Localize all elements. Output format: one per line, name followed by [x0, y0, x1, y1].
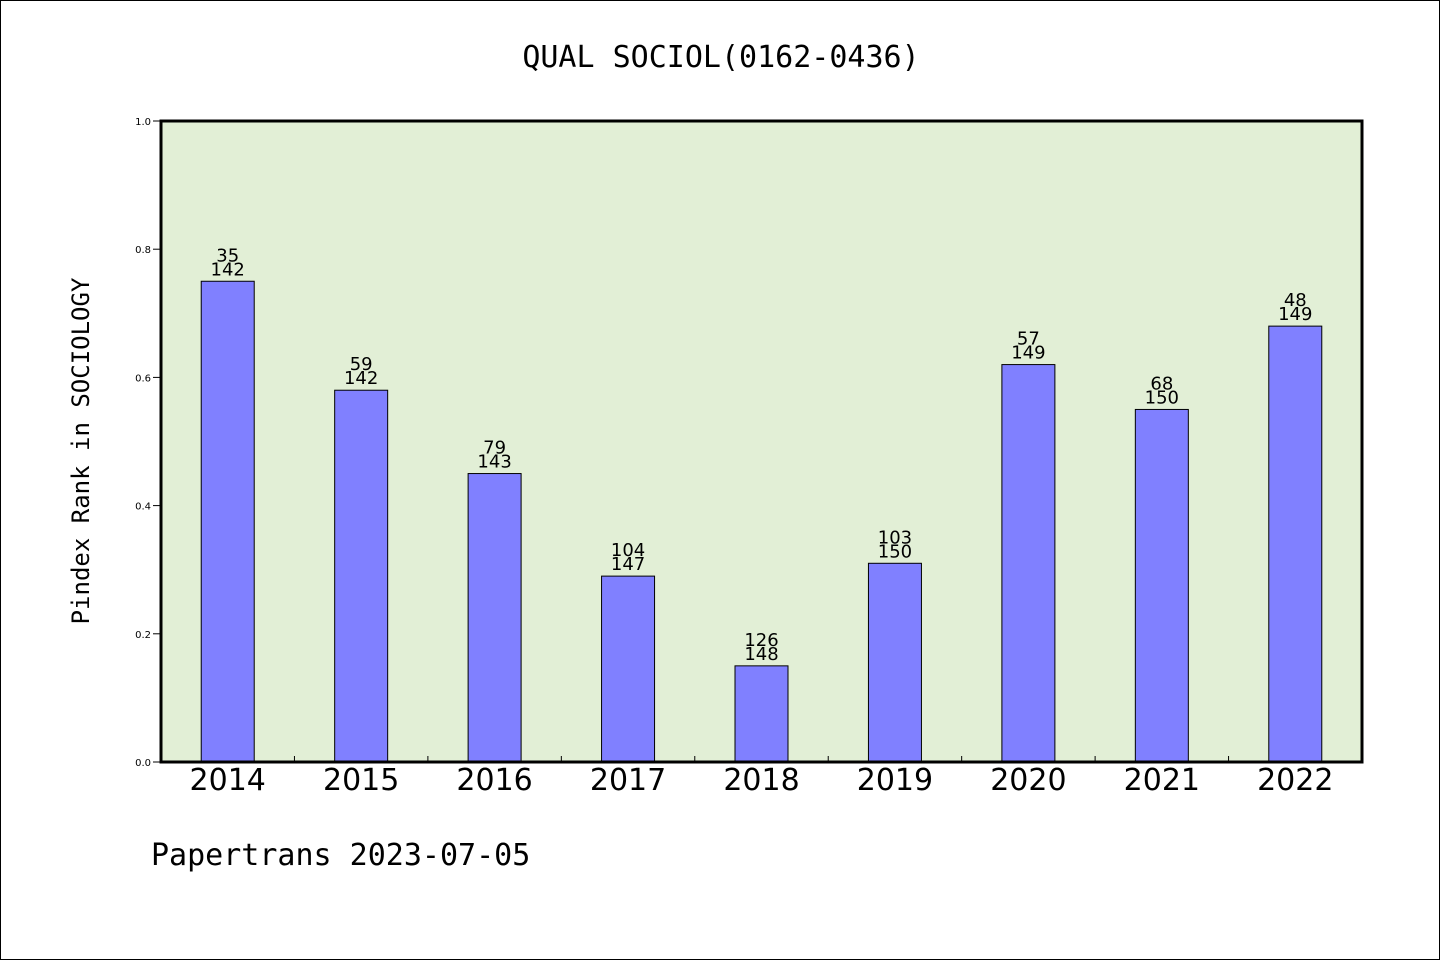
- footer-text: Papertrans 2023-07-05: [151, 838, 530, 873]
- x-tick-label-2019: 2019: [857, 763, 933, 798]
- bar-label-top-2021: 68: [1150, 373, 1173, 394]
- y-axis: 0.0 0.2 0.4 0.6 0.8 1.0: [135, 117, 161, 769]
- x-tick-label-2015: 2015: [323, 763, 399, 798]
- y-tick-label: 0.0: [135, 758, 151, 769]
- y-tick-label: 0.6: [135, 373, 151, 384]
- y-tick-label: 1.0: [135, 117, 151, 128]
- bar-2020: [1001, 364, 1056, 763]
- bar-label-top-2019: 103: [878, 527, 912, 548]
- bar-label-bottom-2021: 150: [1145, 387, 1179, 408]
- bar-label-bottom-2014: 142: [211, 259, 245, 280]
- bar-label-top-2022: 48: [1284, 290, 1307, 311]
- y-tick-label: 0.8: [135, 245, 151, 256]
- chart-title: QUAL SOCIOL(0162-0436): [522, 40, 919, 75]
- bar-label-bottom-2019: 150: [878, 541, 912, 562]
- bar-label-top-2016: 79: [483, 438, 506, 459]
- bar-labels-group: 3514259142791431041471261481031505714968…: [211, 245, 1313, 665]
- bar-label-top-2015: 59: [350, 354, 373, 375]
- x-tick-label-2014: 2014: [190, 763, 266, 798]
- bar-2015: [334, 389, 389, 763]
- bar-2021: [1134, 408, 1189, 763]
- x-axis: 2014 2015 2016 2017 2018 2019 2020 2021 2022: [190, 756, 1333, 798]
- x-tick-label-2017: 2017: [590, 763, 666, 798]
- bar-label-top-2014: 35: [216, 245, 239, 266]
- bar-label-bottom-2020: 149: [1011, 343, 1045, 364]
- y-tick-label: 0.4: [135, 502, 151, 513]
- y-axis-label: Pindex Rank in SOCIOLOGY: [67, 277, 95, 624]
- x-tick-label-2022: 2022: [1257, 763, 1333, 798]
- x-tick-label-2020: 2020: [990, 763, 1066, 798]
- plot-border: [159, 119, 1364, 764]
- y-tick-label: 0.2: [135, 630, 151, 641]
- bar-label-top-2020: 57: [1017, 329, 1040, 350]
- bar-label-bottom-2022: 149: [1278, 304, 1312, 325]
- bar-label-bottom-2017: 147: [611, 554, 645, 575]
- bar-label-bottom-2015: 142: [344, 368, 378, 389]
- bars-group: [200, 280, 1323, 763]
- bar-label-bottom-2018: 148: [744, 644, 778, 665]
- bar-2019: [867, 562, 922, 763]
- bar-label-top-2017: 104: [611, 540, 645, 561]
- bar-2018: [734, 665, 789, 763]
- bar-label-top-2018: 126: [744, 630, 778, 651]
- bar-2014: [200, 280, 255, 763]
- bar-label-bottom-2016: 143: [477, 452, 511, 473]
- bar-2017: [601, 575, 656, 763]
- x-tick-label-2021: 2021: [1124, 763, 1200, 798]
- plot-area: 3514259142791431041471261481031505714968…: [159, 119, 1364, 764]
- bar-2016: [467, 473, 522, 763]
- x-tick-label-2016: 2016: [456, 763, 532, 798]
- x-tick-label-2018: 2018: [723, 763, 799, 798]
- bar-2022: [1268, 325, 1323, 763]
